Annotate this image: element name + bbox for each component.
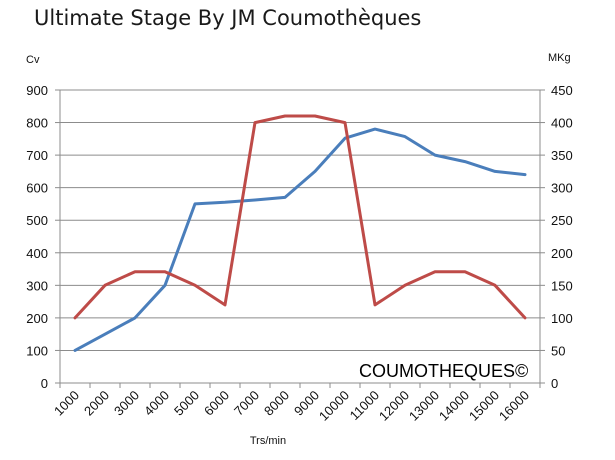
series-lines xyxy=(73,114,527,352)
y-left-tick-label: 100 xyxy=(26,343,48,358)
x-tick-label: 5000 xyxy=(171,388,202,419)
x-tick-label: 6000 xyxy=(201,388,232,419)
x-tick-label: 2000 xyxy=(81,388,112,419)
y-left-tick-label: 500 xyxy=(26,213,48,228)
x-tick-label: 4000 xyxy=(141,388,172,419)
y-right-tick-label: 100 xyxy=(551,311,573,326)
x-tick-label: 13000 xyxy=(406,388,442,424)
y-right-tick-label: 200 xyxy=(551,246,573,261)
gridlines xyxy=(60,89,540,351)
x-tick-label: 1000 xyxy=(51,388,82,419)
y-left-tick-label: 600 xyxy=(26,181,48,196)
y-axis-left-label: Cv xyxy=(26,54,40,66)
x-tick-label: 12000 xyxy=(376,388,412,424)
x-tick-label: 7000 xyxy=(231,388,262,419)
y-right-tick-label: 150 xyxy=(551,278,573,293)
y-left-tick-label: 300 xyxy=(26,278,48,293)
x-tick-label: 16000 xyxy=(496,388,532,424)
y-right-tick-label: 0 xyxy=(551,376,558,391)
y-left-tick-label: 700 xyxy=(26,148,48,163)
y-axis-right-label: MKg xyxy=(548,52,571,64)
y-right-tick-label: 350 xyxy=(551,148,573,163)
y-right-tick-label: 400 xyxy=(551,116,573,131)
x-tick-label: 15000 xyxy=(466,388,502,424)
y-left-tick-label: 800 xyxy=(26,116,48,131)
x-tick-label: 10000 xyxy=(316,388,352,424)
x-axis-label: Trs/min xyxy=(250,435,286,447)
watermark-text: COUMOTHEQUES© xyxy=(359,361,528,381)
x-tick-label: 11000 xyxy=(347,388,382,423)
y-right-tick-label: 300 xyxy=(551,181,573,196)
power-series-line xyxy=(73,127,527,352)
y-left-tick-label: 200 xyxy=(26,311,48,326)
chart-title: Ultimate Stage By JM Coumothèques xyxy=(34,6,422,30)
x-tick-label: 14000 xyxy=(436,388,472,424)
y-right-tick-label: 50 xyxy=(551,343,565,358)
y-left-tick-label: 400 xyxy=(26,246,48,261)
y-right-tick-label: 250 xyxy=(551,213,573,228)
y-right-tick-label: 450 xyxy=(551,83,573,98)
x-tick-label: 8000 xyxy=(261,388,292,419)
y-left-tick-label: 0 xyxy=(41,376,48,391)
axes xyxy=(55,89,545,388)
y-left-tick-label: 900 xyxy=(26,83,48,98)
torque-series-line xyxy=(73,114,527,320)
x-tick-label: 3000 xyxy=(111,388,142,419)
